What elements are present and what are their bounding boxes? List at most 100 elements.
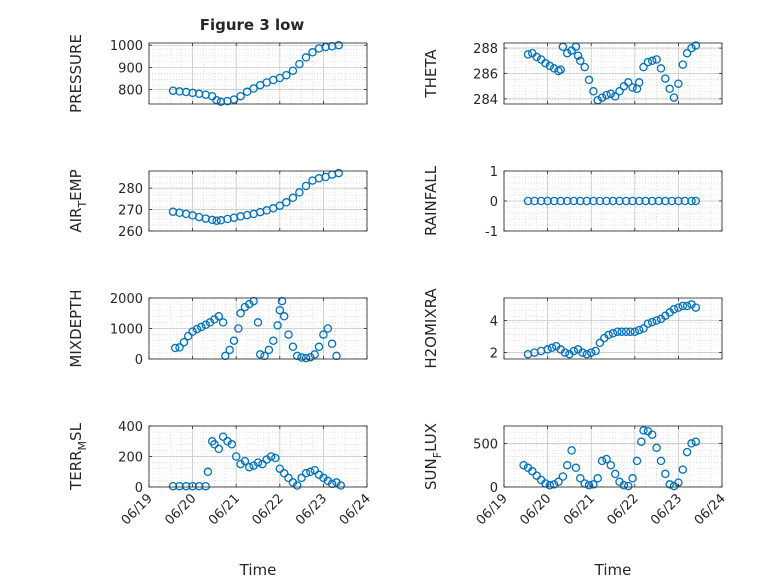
data-point [279, 469, 289, 478]
y-tick-label: 2 [490, 347, 498, 362]
subplot-air-temp: 260 270 280 AIRTEMP [67, 168, 368, 240]
data-point [260, 351, 269, 361]
data-point [639, 62, 648, 72]
y-tick-label: 0 [135, 353, 143, 368]
y-axis-label: TERRMSL [67, 422, 89, 491]
data-point [295, 188, 304, 197]
data-point [523, 196, 533, 206]
data-point [271, 453, 280, 463]
subplot-rainfall: -1 0 1 RAINFALL [422, 165, 723, 240]
series [523, 300, 701, 359]
data-point [626, 327, 635, 336]
y-axis-label: SUNFLUX [422, 423, 444, 490]
ticks [148, 43, 368, 104]
x-tick-label: 06/22 [605, 491, 642, 528]
y-tick-label: 1000 [110, 39, 143, 54]
data-point [334, 40, 343, 50]
data-point [589, 480, 598, 489]
axes-frame [148, 42, 368, 105]
y-tick-label: 288 [473, 42, 498, 57]
y-tick-label: 200 [118, 451, 143, 466]
x-tick-label: 06/21 [561, 491, 598, 528]
data-point [560, 348, 570, 357]
data-point [602, 196, 611, 206]
data-point [301, 53, 311, 62]
data-point [691, 303, 701, 312]
data-point [661, 469, 670, 479]
data-point [641, 196, 650, 206]
data-point [218, 432, 228, 441]
data-point [593, 474, 602, 483]
y-tick-label: 280 [118, 182, 143, 197]
y-axis-label: PRESSURE [67, 34, 85, 113]
y-axis-label: RAINFALL [422, 165, 440, 236]
data-point [656, 64, 666, 73]
data-point [652, 443, 661, 453]
data-point [628, 474, 637, 483]
y-tick-label: 0 [490, 481, 498, 496]
data-point [288, 342, 298, 352]
data-point [615, 87, 624, 96]
data-point [175, 343, 184, 352]
data-point [201, 320, 210, 330]
data-point [637, 437, 646, 446]
data-point [647, 430, 657, 439]
data-point [188, 327, 197, 336]
y-tick-label: 0 [135, 481, 143, 496]
data-point [606, 89, 616, 99]
data-point [301, 469, 311, 478]
data-point [576, 474, 585, 483]
data-point [687, 196, 696, 206]
data-point [632, 456, 642, 466]
y-tick-label: 270 [118, 204, 143, 219]
data-point [545, 481, 555, 490]
data-point [554, 477, 563, 487]
data-point [284, 330, 293, 339]
data-point [665, 480, 674, 489]
data-point [682, 447, 692, 457]
data-point [562, 460, 572, 470]
x-axis-label: Time [594, 561, 632, 579]
y-tick-label: 2000 [110, 292, 143, 307]
ticks [503, 298, 723, 359]
data-point [652, 316, 661, 325]
data-point [288, 66, 298, 75]
data-point [253, 458, 263, 467]
data-point [547, 343, 557, 353]
data-point [576, 56, 585, 66]
data-point [569, 196, 579, 206]
data-point [647, 56, 657, 66]
data-point [591, 346, 600, 356]
x-tick-label: 06/20 [517, 491, 554, 528]
data-point [310, 350, 319, 359]
data-point [580, 62, 589, 72]
data-point [301, 353, 311, 363]
data-point [682, 301, 692, 311]
data-point [188, 481, 197, 491]
subplot-theta: 284 286 288 THETA [422, 41, 723, 108]
series [523, 196, 701, 206]
data-point [604, 330, 613, 340]
series [170, 296, 341, 363]
series [168, 168, 343, 225]
data-point [630, 327, 640, 336]
data-point [321, 42, 330, 52]
x-tick-label: 06/19 [474, 491, 511, 528]
data-point [168, 86, 178, 95]
data-point [573, 51, 583, 60]
data-point [327, 339, 337, 349]
data-point [608, 196, 618, 206]
data-point [576, 196, 585, 206]
data-point [334, 168, 343, 178]
ticks [148, 171, 368, 232]
data-point [306, 352, 315, 362]
data-point [543, 345, 552, 354]
data-point [336, 481, 346, 490]
data-point [606, 460, 616, 470]
y-axis-label: MIXDEPTH [67, 289, 85, 367]
data-point [656, 456, 666, 466]
data-point [678, 465, 688, 474]
x-tick-label: 06/24 [337, 491, 374, 528]
data-point [647, 317, 657, 327]
data-point [249, 296, 258, 306]
